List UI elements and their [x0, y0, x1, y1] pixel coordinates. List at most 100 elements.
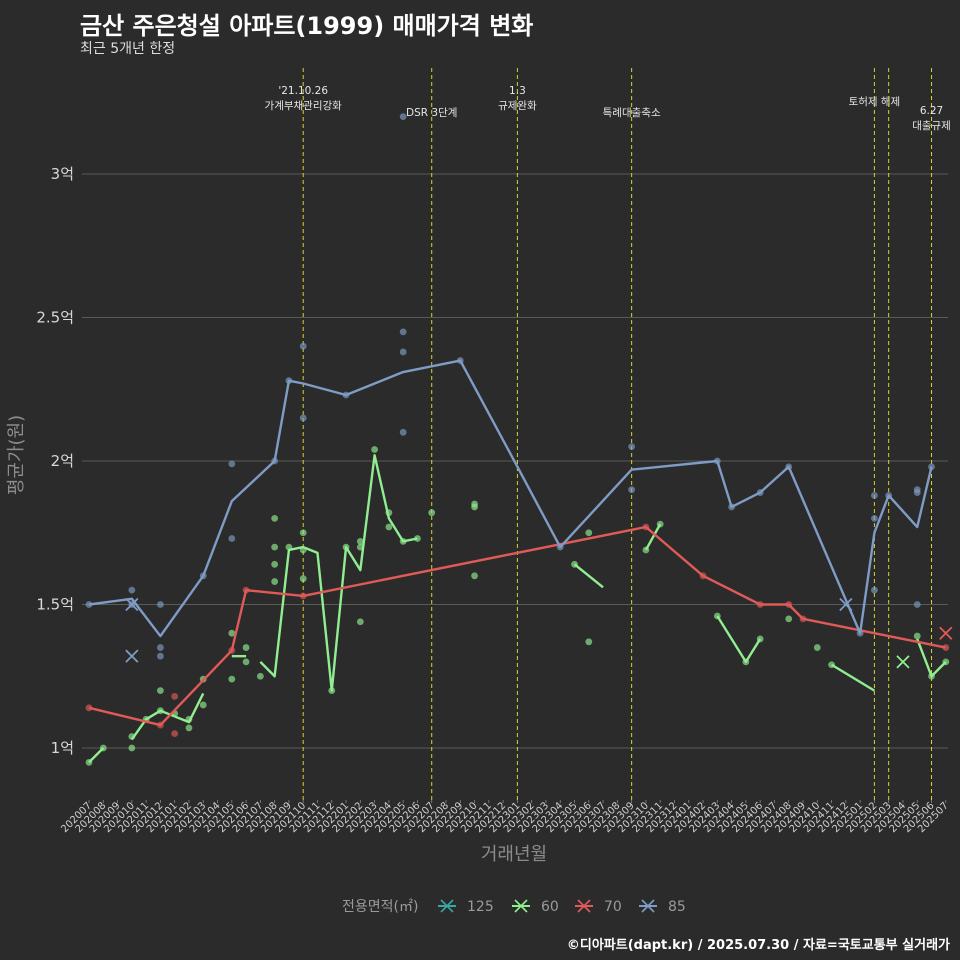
cross-marker	[896, 655, 910, 669]
legend-item-85: 85	[639, 899, 686, 915]
legend-label: 85	[668, 899, 686, 915]
cross-marker	[839, 597, 853, 612]
data-point	[299, 529, 307, 537]
series-line	[716, 615, 762, 664]
legend: 전용면적(㎡) 125 60 70 85	[342, 899, 686, 915]
policy-label: 규제완화	[498, 99, 537, 112]
y-tick-label: 3억	[51, 165, 74, 183]
data-point	[399, 348, 407, 356]
data-point	[399, 113, 407, 120]
source-caption: ©디아파트(dapt.kr) / 2025.07.30 / 자료=국토교통부 실…	[566, 938, 950, 953]
data-point	[371, 446, 378, 453]
policy-label: 대출규제	[912, 120, 951, 132]
data-point	[471, 572, 478, 580]
data-point	[157, 644, 164, 651]
legend-label: 60	[541, 899, 559, 915]
legend-label: 70	[604, 899, 622, 915]
data-point	[271, 578, 279, 585]
legend-item-70: 70	[575, 899, 622, 915]
series-line	[259, 454, 418, 692]
data-point	[356, 618, 364, 626]
cross-marker	[125, 597, 139, 612]
policy-label: '21.10.26	[278, 85, 328, 97]
series-line	[830, 663, 876, 692]
data-point	[228, 460, 236, 468]
data-point	[228, 535, 236, 542]
x-axis-ticks: 2020072020082020092020102020112020122021…	[59, 800, 951, 835]
data-point	[157, 652, 164, 660]
y-tick-label: 2억	[51, 452, 74, 470]
data-point	[399, 328, 407, 336]
data-point	[628, 486, 636, 494]
data-point	[871, 515, 878, 522]
data-point	[199, 701, 207, 709]
data-point	[356, 537, 364, 545]
policy-label: 6.27	[920, 105, 943, 117]
data-point	[171, 730, 179, 738]
data-point	[913, 601, 921, 608]
data-point	[585, 638, 593, 646]
data-point	[428, 509, 436, 517]
data-point	[128, 744, 136, 752]
data-point	[242, 658, 250, 666]
data-point	[813, 644, 821, 651]
data-point	[913, 489, 921, 496]
data-point	[585, 529, 593, 537]
legend-title: 전용면적(㎡)	[342, 899, 418, 915]
data-point	[271, 560, 279, 568]
grid-lines	[82, 173, 948, 749]
data-point	[228, 629, 236, 637]
policy-label: 특례대출축소	[603, 107, 661, 119]
series-85	[85, 113, 935, 663]
y-axis-label: 평균가(원)	[6, 415, 27, 495]
data-point	[185, 724, 193, 732]
series-line	[130, 692, 205, 741]
y-tick-label: 1억	[51, 739, 74, 757]
data-point	[157, 687, 164, 694]
data-point	[299, 342, 307, 350]
policy-label: 가계부채관리강화	[265, 100, 343, 112]
series-line	[88, 525, 947, 727]
data-point	[785, 615, 793, 623]
data-point	[871, 586, 878, 594]
data-point	[256, 672, 264, 680]
series-line	[573, 563, 604, 589]
policy-label: 1.3	[509, 85, 526, 97]
policy-label: 토허제 해제	[849, 95, 901, 108]
data-point	[299, 414, 307, 422]
data-point	[271, 515, 279, 522]
data-point	[913, 632, 921, 640]
data-point	[628, 443, 636, 451]
data-point	[157, 601, 164, 608]
data-point	[271, 543, 279, 551]
plot-area	[85, 113, 953, 766]
series-70	[85, 523, 953, 738]
data-point	[871, 492, 878, 499]
cross-marker	[125, 649, 139, 663]
series-line	[916, 638, 947, 678]
data-point	[471, 500, 478, 508]
policy-label: DSR 3단계	[406, 107, 457, 119]
series-line	[88, 747, 105, 764]
cross-marker	[939, 626, 953, 640]
data-point	[299, 575, 307, 583]
series-line	[644, 523, 662, 551]
data-point	[242, 644, 250, 651]
legend-label: 125	[467, 899, 494, 915]
series-60	[85, 446, 950, 766]
y-tick-label: 1.5억	[36, 596, 74, 614]
data-point	[171, 692, 179, 700]
series-line	[88, 359, 933, 638]
x-axis-label: 거래년월	[481, 844, 547, 865]
data-point	[385, 523, 393, 531]
data-point	[128, 586, 136, 594]
data-point	[85, 704, 93, 712]
legend-item-125: 125	[438, 899, 494, 915]
legend-item-60: 60	[512, 899, 559, 915]
chart-title: 금산 주은청설 아파트(1999) 매매가격 변화	[80, 12, 534, 40]
y-tick-label: 2.5억	[36, 309, 74, 327]
data-point	[228, 675, 236, 683]
data-point	[399, 428, 407, 436]
